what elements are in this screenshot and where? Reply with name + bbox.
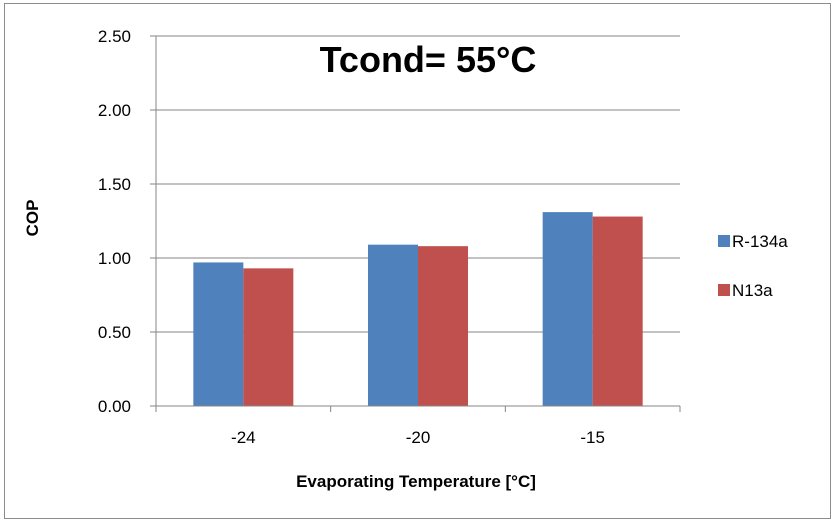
- bar-r-134a-minus20: [368, 244, 418, 406]
- legend-label-n13a: N13a: [732, 281, 773, 300]
- legend-swatch-r-134a: [718, 235, 730, 247]
- x-tick-label: -15: [580, 428, 605, 447]
- y-tick-label: 2.50: [98, 27, 131, 46]
- axes: 0.00 0.50 1.00 1.50 2.00 2.50 -24 -20 -15: [98, 27, 681, 447]
- bar-r-134a-minus15: [542, 212, 593, 406]
- bar-n13a-minus15: [592, 216, 643, 406]
- y-tick-label: 2.00: [98, 101, 131, 120]
- y-axis-title: COP: [23, 200, 42, 237]
- legend-swatch-n13a: [718, 284, 730, 296]
- legend-label-r-134a: R-134a: [732, 232, 788, 251]
- y-tick-label: 1.00: [98, 249, 131, 268]
- y-tick-label: 0.00: [98, 397, 131, 416]
- bar-n13a-minus20: [418, 246, 468, 406]
- x-tick-label: -24: [231, 428, 256, 447]
- bars: [193, 212, 643, 406]
- x-tick-label: -20: [406, 428, 431, 447]
- bar-n13a-minus24: [243, 268, 294, 406]
- y-tick-label: 1.50: [98, 175, 131, 194]
- bar-r-134a-minus24: [193, 262, 244, 406]
- y-tick-label: 0.50: [98, 323, 131, 342]
- x-axis-title: Evaporating Temperature [°C]: [296, 472, 536, 491]
- legend: R-134a N13a: [718, 232, 788, 300]
- chart-title: Tcond= 55°C: [320, 39, 537, 80]
